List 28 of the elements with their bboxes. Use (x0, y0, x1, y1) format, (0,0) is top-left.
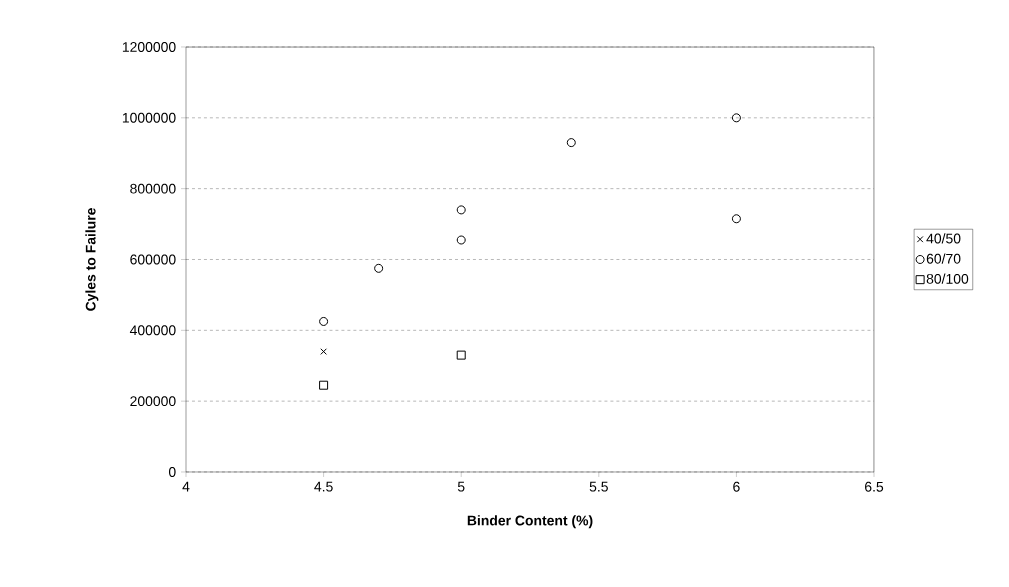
legend-label: 80/100 (926, 273, 969, 284)
x-tick-label: 5 (457, 481, 465, 492)
y-tick-label: 1200000 (122, 42, 176, 52)
x-tick-label: 6.5 (865, 481, 884, 492)
x-tick-label: 5.5 (589, 481, 608, 492)
x-tick-label: 4.5 (314, 481, 333, 492)
legend-label: 60/70 (926, 253, 961, 264)
legend-label: 40/50 (926, 233, 961, 244)
y-tick-label: 800000 (130, 183, 176, 194)
point (731, 214, 741, 224)
x-tick-label: 4 (182, 481, 190, 492)
x-axis-title: Binder Content (%) (467, 515, 593, 529)
point (374, 263, 384, 273)
x-tick-label: 6 (733, 481, 740, 492)
point (320, 348, 327, 355)
y-axis-title: Cyles to Failure (85, 208, 99, 311)
point (456, 235, 466, 245)
point (319, 316, 329, 326)
point (456, 350, 466, 360)
y-tick-label: 1000000 (122, 112, 176, 123)
point (319, 380, 329, 390)
y-tick-label: 400000 (129, 325, 176, 336)
point (566, 138, 576, 148)
y-tick-label: 600000 (130, 254, 176, 265)
point (456, 205, 466, 215)
point (731, 113, 741, 123)
y-tick-label: 0 (168, 467, 176, 477)
y-tick-label: 200000 (130, 396, 176, 407)
